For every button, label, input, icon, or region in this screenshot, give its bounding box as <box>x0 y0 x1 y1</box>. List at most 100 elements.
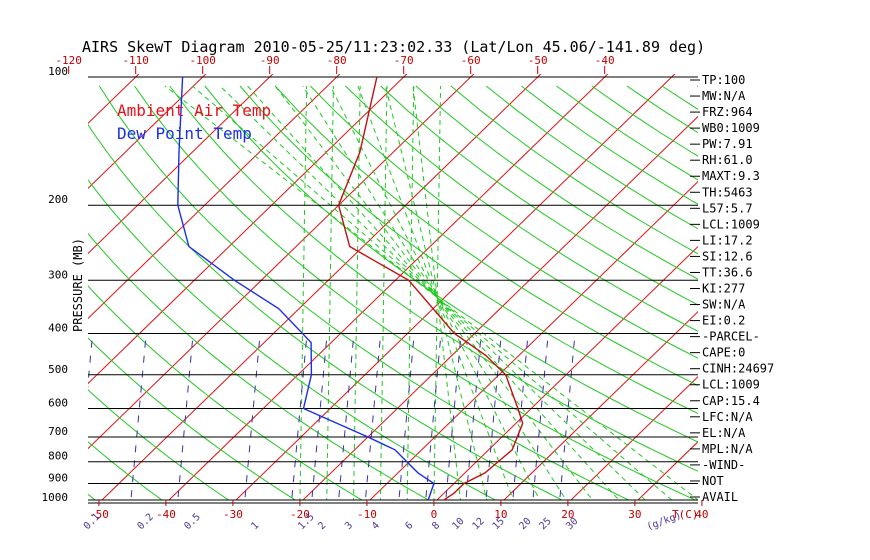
isotherm-line <box>0 68 78 513</box>
dry-adiabat-line <box>204 85 698 443</box>
dry-adiabat-line <box>88 493 96 500</box>
stats-item: LI:17.2 <box>702 233 753 247</box>
stats-item: MW:N/A <box>702 89 746 103</box>
top-temp-tick-label: -110 <box>122 54 149 67</box>
stats-item: CAP:15.4 <box>702 394 760 408</box>
stats-item: WB0:1009 <box>702 121 760 135</box>
mixing-ratio-tick-label: 12 <box>470 516 486 532</box>
ambient-temp-line <box>337 76 524 500</box>
mixing-ratio-line <box>291 333 308 500</box>
top-temp-tick-label: -90 <box>260 54 280 67</box>
stats-item: RH:61.0 <box>702 153 753 167</box>
moist-adiabat-line <box>406 85 415 500</box>
mixing-ratio-tick-label: 10 <box>450 516 466 532</box>
dry-adiabat-line <box>88 337 297 500</box>
legend-ambient-air-temp: Ambient Air Temp <box>117 101 271 120</box>
mixing-ratio-line <box>88 333 94 390</box>
dry-adiabat-line <box>98 85 630 500</box>
pressure-tick-label: 1000 <box>42 491 69 504</box>
isotherm-line <box>436 245 698 500</box>
mixing-ratio-tick-label: 25 <box>537 516 553 532</box>
dry-adiabat-line <box>274 85 698 387</box>
mixing-ratio-tick-label: 2 <box>316 520 328 532</box>
mixing-ratio-line <box>130 333 147 500</box>
bottom-temp-tick-label: -10 <box>357 508 377 521</box>
isobar-lines <box>88 76 698 504</box>
chart-title-group: AIRS SkewT Diagram 2010-05-25/11:23:02.3… <box>82 38 705 56</box>
profile-lines <box>177 76 524 500</box>
stats-item: EI:0.2 <box>702 314 745 328</box>
dry-adiabat-line <box>380 85 698 306</box>
pressure-tick-label: 100 <box>48 65 68 78</box>
pressure-tick-label: 200 <box>48 193 68 206</box>
bottom-temp-tick-label: 0 <box>431 508 438 521</box>
isotherm-line <box>0 68 11 513</box>
stats-item: PW:7.91 <box>702 137 753 151</box>
moist-adiabat-line <box>274 85 594 500</box>
dry-adiabat-line <box>661 85 698 110</box>
bottom-temp-tick-label: 30 <box>628 508 641 521</box>
isotherm-line <box>88 74 207 190</box>
pressure-tick-label: 800 <box>48 450 68 463</box>
pressure-tick-label: 300 <box>48 268 68 281</box>
pressure-tick-label: 400 <box>48 321 68 334</box>
bottom-temp-tick-label: -40 <box>156 508 176 521</box>
stats-item: -PARCEL- <box>702 330 760 344</box>
stats-item: MPL:N/A <box>702 442 753 456</box>
bottom-temp-tick-label: -20 <box>290 508 310 521</box>
bottom-temp-tick-label: 10 <box>494 508 507 521</box>
mixing-ratio-line <box>338 333 355 500</box>
dry-adiabat-line <box>239 85 698 415</box>
dry-adiabat-line <box>345 85 698 332</box>
top-temp-tick-label: -40 <box>595 54 615 67</box>
dry-adiabat-line <box>88 285 363 500</box>
stats-item: SW:N/A <box>702 298 746 312</box>
mixing-ratio-line <box>364 333 382 500</box>
isotherm-line <box>88 74 274 255</box>
dry-adiabat-line <box>310 85 698 359</box>
moist-adiabat-line <box>433 85 442 500</box>
isotherm-line <box>369 180 698 500</box>
top-temp-tick-label: -120 <box>55 54 82 67</box>
stats-item: CINH:24697 <box>702 362 774 376</box>
stats-item: LFC:N/A <box>702 410 753 424</box>
mixing-ratio-tick-label: 8 <box>430 520 442 532</box>
pressure-tick-label: 900 <box>48 472 68 485</box>
pressure-tick-label: 500 <box>48 363 68 376</box>
temp-unit-label: T(C) <box>672 508 699 521</box>
isotherm-line <box>827 68 870 513</box>
moist-adiabat-line <box>412 85 461 500</box>
stats-item: AVAIL <box>702 490 738 504</box>
stats-item: CAPE:0 <box>702 346 745 360</box>
top-temp-tick-label: -70 <box>394 54 414 67</box>
stats-item: TH:5463 <box>702 185 753 199</box>
mixing-ratio-tick-label: 4 <box>370 520 382 532</box>
moist-adiabat-line <box>299 85 308 500</box>
stats-item: -WIND- <box>702 458 745 472</box>
moist-adiabat-line <box>192 85 673 500</box>
stats-item: EL:N/A <box>702 426 746 440</box>
chart-title: AIRS SkewT Diagram 2010-05-25/11:23:02.3… <box>82 38 705 56</box>
moist-adiabat-line <box>247 85 620 500</box>
mixing-ratio-tick-label: 6 <box>403 520 415 532</box>
dry-adiabat-line <box>415 85 698 280</box>
stats-item: MAXT:9.3 <box>702 169 760 183</box>
dry-adiabat-line <box>732 86 870 512</box>
dry-adiabat-line <box>88 441 163 500</box>
moist-adiabat-line <box>326 85 334 500</box>
stats-item: TT:36.6 <box>702 265 753 279</box>
stats-item: LCL:1009 <box>702 378 760 392</box>
mixing-ratio-tick-label: 1 <box>249 520 261 532</box>
isotherm-line <box>168 74 609 500</box>
isotherm-line <box>570 376 698 500</box>
isotherm-line <box>88 74 475 450</box>
dry-adiabat-line <box>485 85 698 230</box>
stats-item: L57:5.7 <box>702 201 753 215</box>
mixing-ratio-line <box>398 333 415 500</box>
isotherm-line <box>88 74 408 385</box>
dry-adiabat-line <box>88 232 430 500</box>
mixing-ratio-tick-label: 20 <box>517 516 533 532</box>
isotherm-line <box>88 74 341 320</box>
stats-item: SI:12.6 <box>702 249 753 263</box>
moist-adiabat-line <box>357 85 514 500</box>
